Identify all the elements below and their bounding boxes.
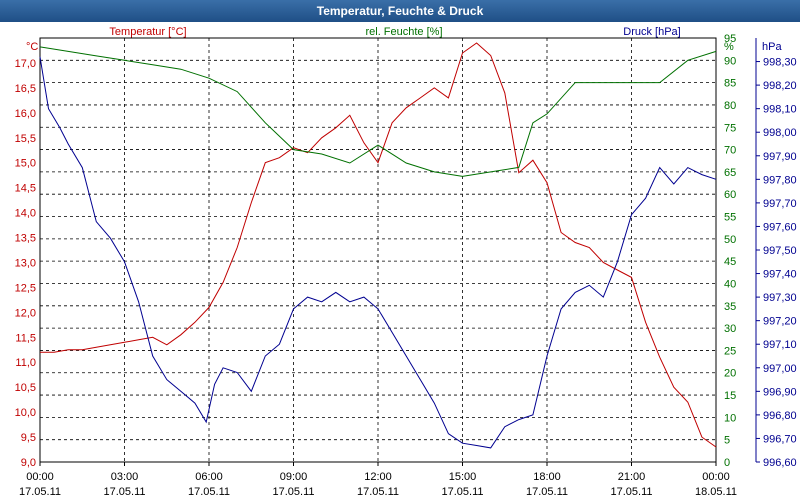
temperature-tick-label: 16,0 (15, 108, 36, 120)
series-line-humidity (39, 46, 717, 177)
temperature-tick-label: 13,0 (15, 257, 36, 269)
temperature-tick-label: 14,0 (15, 208, 36, 220)
x-tick-date: 17.05.11 (188, 486, 230, 498)
pressure-tick-label: 997,10 (763, 339, 797, 351)
chart-title-bar: Temperatur, Feuchte & Druck (0, 0, 800, 22)
humidity-tick-label: 80 (724, 100, 736, 112)
temperature-tick-label: 13,5 (15, 233, 36, 245)
pressure-axis: 996,60 996,70 996,80 996,90 997,00 997,10 997,… (755, 38, 797, 469)
humidity-tick-label: 95 (724, 33, 736, 45)
humidity-tick-label: 20 (724, 368, 736, 380)
pressure-tick-label: 997,20 (763, 316, 797, 328)
x-tick-time: 00:00 (702, 471, 730, 483)
humidity-tick-label: 30 (724, 323, 736, 335)
humidity-tick-label: 45 (724, 256, 736, 268)
humidity-tick-label: 35 (724, 301, 736, 313)
pressure-tick-label: 997,80 (763, 174, 797, 186)
temperature-tick-label: 11,0 (15, 357, 36, 369)
temperature-tick-label: 10,5 (15, 382, 36, 394)
pressure-tick-label: 998,20 (763, 80, 797, 92)
pressure-tick-label: 997,50 (763, 245, 797, 257)
pressure-tick-label: 997,70 (763, 198, 797, 210)
temperature-tick-label: 10,0 (15, 407, 36, 419)
x-tick-date: 17.05.11 (19, 486, 61, 498)
humidity-tick-label: 50 (724, 234, 736, 246)
pressure-tick-label: 996,70 (763, 433, 797, 445)
humidity-tick-label: 65 (724, 167, 736, 179)
humidity-tick-label: 90 (724, 55, 736, 67)
pressure-unit: hPa (762, 41, 782, 53)
humidity-unit: % (724, 41, 734, 53)
x-tick-date: 17.05.11 (441, 486, 483, 498)
humidity-tick-label: 60 (724, 189, 736, 201)
humidity-tick-label: 70 (724, 145, 736, 157)
temperature-tick-label: 15,5 (15, 133, 36, 145)
x-tick-date: 18.05.11 (695, 486, 737, 498)
pressure-axis-label: Druck [hPa] (623, 26, 680, 38)
pressure-tick-label: 998,30 (763, 57, 797, 69)
x-tick-time: 15:00 (449, 471, 477, 483)
pressure-tick-label: 997,30 (763, 292, 797, 304)
humidity-tick-label: 15 (724, 390, 736, 402)
humidity-axis: 0 5 10 15 20 25 30 35 40 45 50 55 60 65 70 75 80 85 90 95 (724, 33, 736, 469)
chart-title: Temperatur, Feuchte & Druck (316, 4, 484, 18)
temperature-tick-label: 17,0 (15, 58, 36, 70)
pressure-tick-label: 998,10 (763, 104, 797, 116)
x-tick-date: 17.05.11 (357, 486, 399, 498)
series-line-pressure (39, 56, 717, 449)
humidity-tick-label: 85 (724, 78, 736, 90)
temperature-tick-label: 12,0 (15, 307, 36, 319)
pressure-tick-label: 998,00 (763, 127, 797, 139)
pressure-tick-label: 997,00 (763, 363, 797, 375)
humidity-tick-label: 55 (724, 212, 736, 224)
humidity-tick-label: 40 (724, 278, 736, 290)
temperature-tick-label: 16,5 (15, 83, 36, 95)
temperature-tick-label: 9,5 (21, 432, 36, 444)
temperature-tick-label: 11,5 (15, 332, 36, 344)
x-tick-time: 06:00 (195, 471, 223, 483)
x-tick-date: 17.05.11 (103, 486, 145, 498)
x-tick-date: 17.05.11 (526, 486, 568, 498)
temperature-unit: °C (26, 41, 38, 53)
series-line-temperature (40, 42, 717, 448)
pressure-tick-label: 997,60 (763, 221, 797, 233)
temperature-axis-label: Temperatur [°C] (109, 26, 186, 38)
x-tick-time: 21:00 (618, 471, 646, 483)
temperature-tick-label: 12,5 (15, 282, 36, 294)
series-lines (39, 42, 717, 449)
pressure-tick-label: 997,40 (763, 269, 797, 281)
x-tick-time: 12:00 (364, 471, 392, 483)
humidity-axis-label: rel. Feuchte [%] (365, 26, 442, 38)
x-tick-date: 17.05.11 (272, 486, 314, 498)
x-tick-time: 03:00 (111, 471, 139, 483)
humidity-tick-label: 25 (724, 345, 736, 357)
temperature-tick-label: 14,5 (15, 183, 36, 195)
temperature-tick-label: 15,0 (15, 158, 36, 170)
humidity-tick-label: 5 (724, 435, 730, 447)
pressure-tick-label: 996,80 (763, 410, 797, 422)
temperature-axis: 9,0 9,5 10,0 10,5 11,0 11,5 12,0 12,5 13,0 13,5 14… (15, 58, 36, 469)
time-axis: 00:00 17.05.11 03:00 17.05.11 06:00 17.05.11 0… (19, 462, 737, 498)
pressure-tick-label: 997,90 (763, 151, 797, 163)
pressure-tick-label: 996,90 (763, 386, 797, 398)
grid (40, 37, 716, 462)
temperature-tick-label: 9,0 (21, 457, 36, 469)
x-tick-time: 09:00 (280, 471, 308, 483)
humidity-tick-label: 0 (724, 457, 730, 469)
humidity-tick-label: 10 (724, 412, 736, 424)
x-tick-date: 17.05.11 (610, 486, 652, 498)
humidity-tick-label: 75 (724, 122, 736, 134)
x-tick-time: 18:00 (533, 471, 561, 483)
pressure-tick-label: 996,60 (763, 457, 797, 469)
x-tick-time: 00:00 (26, 471, 54, 483)
